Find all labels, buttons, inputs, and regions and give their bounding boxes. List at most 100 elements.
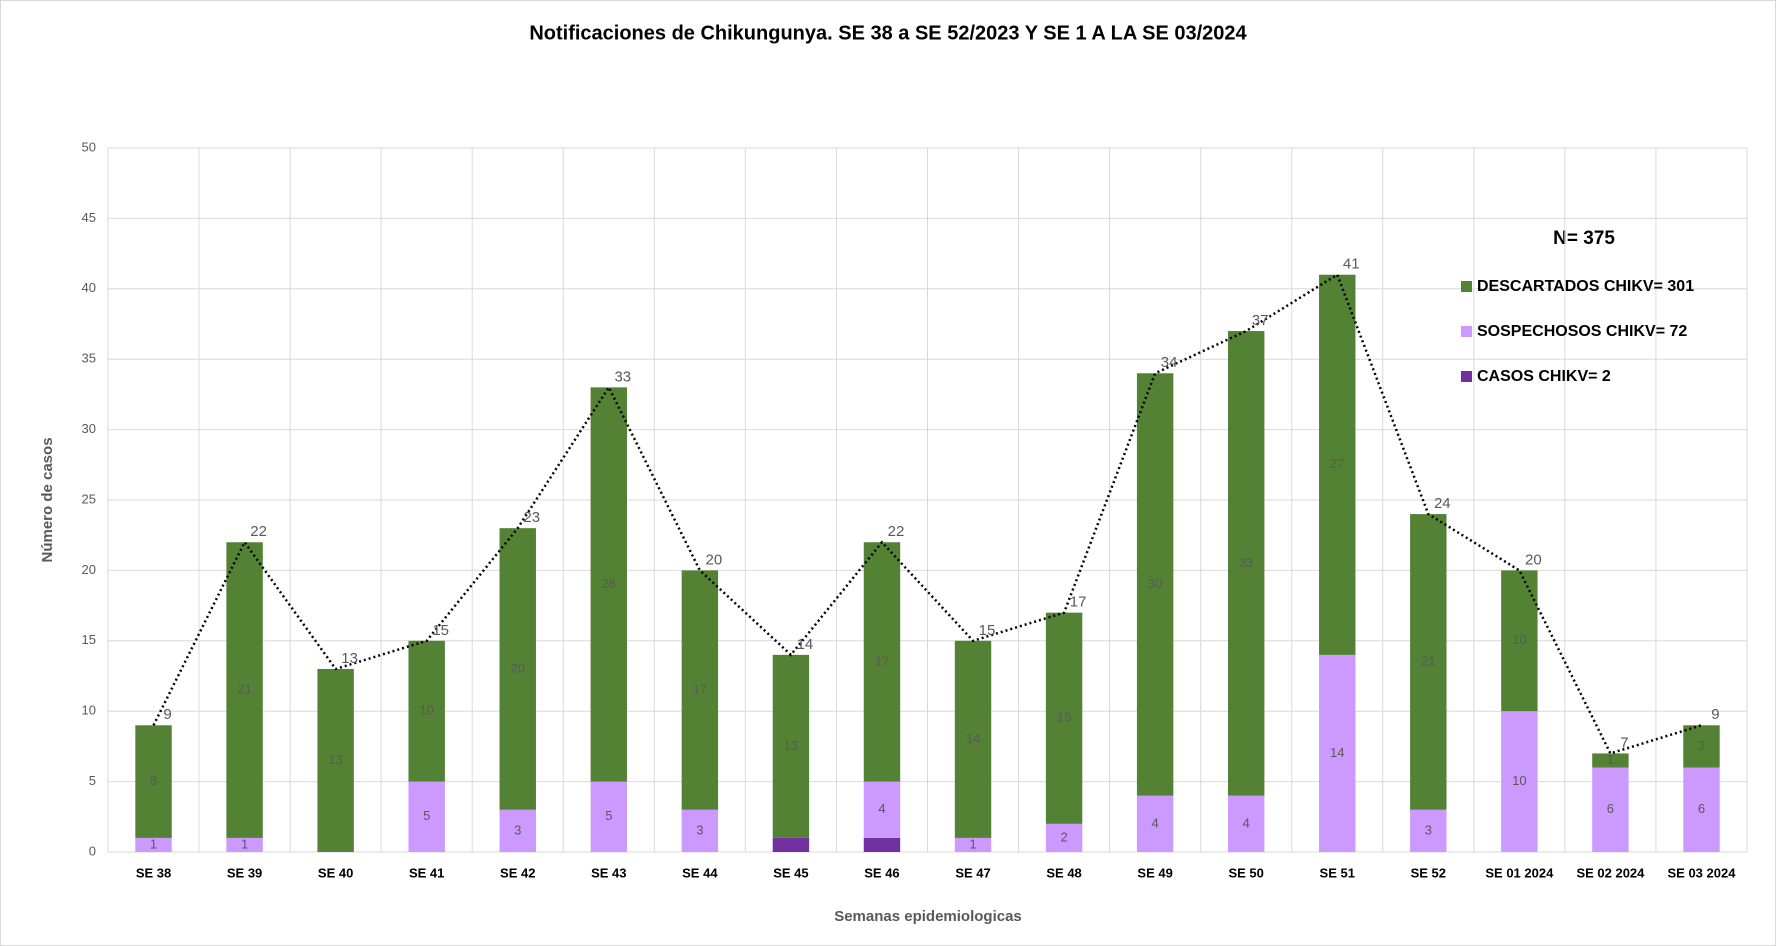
x-tick-label: SE 40 — [318, 865, 353, 880]
bar-segment — [772, 837, 810, 852]
x-tick-label: SE 50 — [1228, 865, 1263, 880]
bar-segment — [1501, 570, 1538, 712]
data-label: 6 — [1698, 801, 1705, 816]
y-tick-label: 20 — [82, 562, 96, 577]
y-tick-label: 25 — [82, 491, 96, 506]
bar-segment — [954, 837, 992, 852]
total-label: 34 — [1161, 354, 1178, 371]
data-label: 1 — [969, 836, 976, 851]
total-label: 13 — [341, 650, 358, 667]
y-tick-label: 30 — [82, 421, 96, 436]
bar-segment — [1410, 514, 1447, 810]
total-label: 17 — [1070, 594, 1087, 611]
bar-segment — [499, 528, 536, 810]
bar-segment — [226, 542, 263, 838]
total-label: 23 — [523, 509, 540, 526]
total-label: 22 — [888, 523, 905, 540]
bar-segment — [1319, 274, 1356, 655]
legend-label: DESCARTADOS CHIKV= 301 — [1477, 278, 1694, 295]
bar-segment — [317, 668, 354, 852]
data-label: 27 — [1330, 456, 1344, 471]
total-label: 15 — [432, 622, 449, 639]
data-label: 30 — [1148, 576, 1162, 591]
data-label: 1 — [150, 836, 157, 851]
data-label: 2 — [1060, 829, 1067, 844]
x-tick-label: SE 03 2024 — [1667, 865, 1736, 880]
data-label: 5 — [605, 808, 612, 823]
x-tick-label: SE 49 — [1137, 865, 1172, 880]
total-label: 41 — [1343, 256, 1360, 273]
total-label: 22 — [250, 523, 267, 540]
x-tick-label: SE 43 — [591, 865, 626, 880]
x-tick-label: SE 41 — [409, 865, 444, 880]
bar-segment — [954, 640, 992, 838]
data-label: 3 — [1425, 822, 1432, 837]
x-tick-label: SE 01 2024 — [1485, 865, 1554, 880]
bar-segment — [408, 781, 445, 852]
y-tick-label: 45 — [82, 210, 96, 225]
bar-segment — [1227, 795, 1265, 852]
data-label: 10 — [419, 703, 433, 718]
data-label: 10 — [1512, 632, 1526, 647]
total-label: 24 — [1434, 495, 1451, 512]
data-label: 1 — [1607, 752, 1614, 767]
data-label: 21 — [1421, 653, 1435, 668]
data-label: 15 — [1057, 710, 1071, 725]
data-label: 20 — [511, 660, 525, 675]
y-tick-label: 40 — [82, 280, 96, 295]
data-label: 3 — [696, 822, 703, 837]
data-label: 13 — [784, 738, 798, 753]
annotation: N= 375 — [1553, 228, 1615, 249]
x-tick-label: SE 47 — [955, 865, 990, 880]
legend-label: CASOS CHIKV= 2 — [1477, 368, 1611, 385]
data-label: 21 — [237, 682, 251, 697]
x-axis-title: Semanas epidemiologicas — [834, 908, 1022, 925]
legend-label: SOSPECHOSOS CHIKV= 72 — [1477, 323, 1687, 340]
data-label: 14 — [966, 731, 980, 746]
total-label: 20 — [706, 551, 723, 568]
bar-segment — [1501, 711, 1538, 852]
bar-segment — [590, 781, 628, 852]
total-label: 20 — [1525, 551, 1542, 568]
bar-segment — [135, 837, 172, 852]
bar-segment — [135, 725, 172, 838]
bar-segment — [1683, 725, 1720, 768]
y-tick-label: 15 — [82, 632, 96, 647]
total-label: 9 — [163, 706, 171, 723]
bar-segment — [1045, 612, 1083, 824]
total-label: 9 — [1711, 706, 1719, 723]
bar-segment — [1227, 331, 1265, 796]
bar-segment — [863, 837, 901, 852]
bar-segment — [863, 781, 901, 838]
x-tick-label: SE 46 — [864, 865, 899, 880]
bar-segment — [1683, 767, 1720, 852]
data-label: 3 — [1698, 738, 1705, 753]
bar-segment — [681, 570, 719, 810]
bar-segment — [499, 809, 536, 852]
y-tick-label: 5 — [89, 773, 96, 788]
data-label: 4 — [1243, 815, 1250, 830]
x-tick-label: SE 44 — [682, 865, 718, 880]
y-tick-label: 35 — [82, 351, 96, 366]
bar-segment — [1410, 809, 1447, 852]
bar-segment — [681, 809, 719, 852]
data-label: 5 — [423, 808, 430, 823]
bar-segment — [772, 654, 810, 838]
data-label: 13 — [328, 752, 342, 767]
data-label: 28 — [602, 576, 616, 591]
data-label: 10 — [1512, 773, 1526, 788]
bar-segment — [1136, 795, 1174, 852]
legend-swatch — [1461, 281, 1472, 292]
data-label: 17 — [875, 653, 889, 668]
x-tick-label: SE 39 — [227, 865, 262, 880]
total-label: 33 — [614, 368, 631, 385]
total-label: 7 — [1620, 734, 1628, 751]
x-tick-label: SE 52 — [1411, 865, 1446, 880]
bar-segment — [1045, 823, 1083, 852]
data-label: 6 — [1607, 801, 1614, 816]
legend-swatch — [1461, 326, 1472, 337]
y-axis-title: Número de casos — [39, 437, 56, 562]
data-label: 33 — [1239, 555, 1253, 570]
